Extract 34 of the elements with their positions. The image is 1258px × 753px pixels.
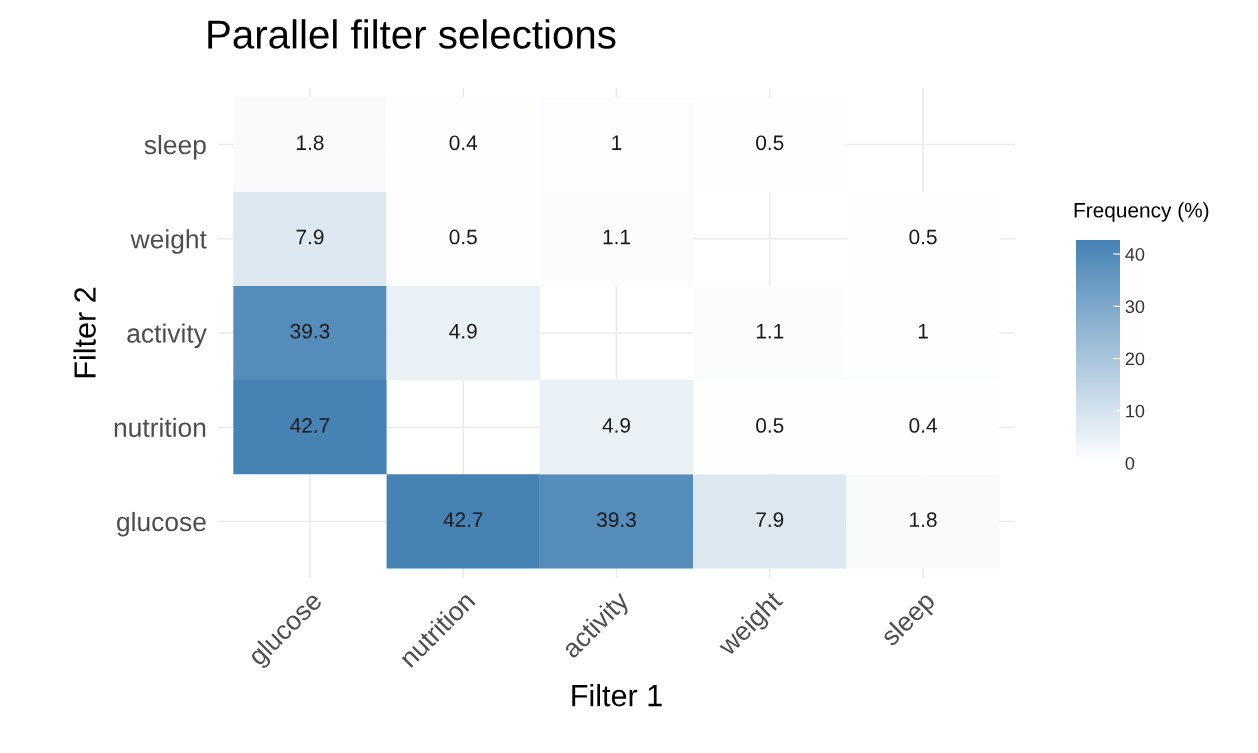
data-label: 42.7 (443, 512, 483, 527)
data-label: 42.7 (290, 418, 330, 433)
data-label: 1.8 (910, 512, 937, 528)
data-label: 7.9 (756, 512, 784, 528)
y-tick-label: activity (127, 323, 207, 349)
data-label: 4.9 (602, 418, 630, 433)
data-label: 0.4 (449, 135, 478, 151)
data-label: 0.4 (909, 418, 937, 433)
color-bar-label: 0 (1125, 456, 1135, 470)
y-tick-label: glucose (117, 511, 206, 537)
data-label: 4.9 (449, 323, 477, 339)
y-tick-label: weight (130, 229, 207, 254)
color-bar-label: 20 (1125, 352, 1145, 366)
data-label: 39.3 (597, 512, 636, 528)
data-label: 1.1 (756, 324, 784, 339)
data-label: 1 (918, 324, 928, 339)
color-bar-label: 10 (1126, 404, 1145, 418)
color-bar-label: 30 (1125, 300, 1145, 314)
x-axis-title: Filter 1 (572, 684, 662, 707)
data-label: 0.5 (756, 135, 784, 151)
data-label: 1 (612, 135, 622, 150)
data-label: 1.8 (297, 135, 324, 151)
y-tick-label: nutrition (114, 417, 206, 438)
data-label: 0.5 (449, 229, 477, 245)
data-label: 7.9 (296, 229, 324, 245)
y-axis-title: Filter 2 (73, 287, 96, 378)
y-tick-label: sleep (144, 134, 206, 160)
data-label: 1.1 (603, 229, 630, 245)
color-bar-title: Frequency (%) (1074, 202, 1209, 222)
data-label: 0.5 (756, 418, 784, 433)
color-bar-label: 40 (1125, 248, 1145, 261)
data-label: 39.3 (290, 323, 330, 339)
data-label: 0.5 (909, 229, 937, 245)
chart-title: Parallel filter selections (208, 19, 616, 49)
